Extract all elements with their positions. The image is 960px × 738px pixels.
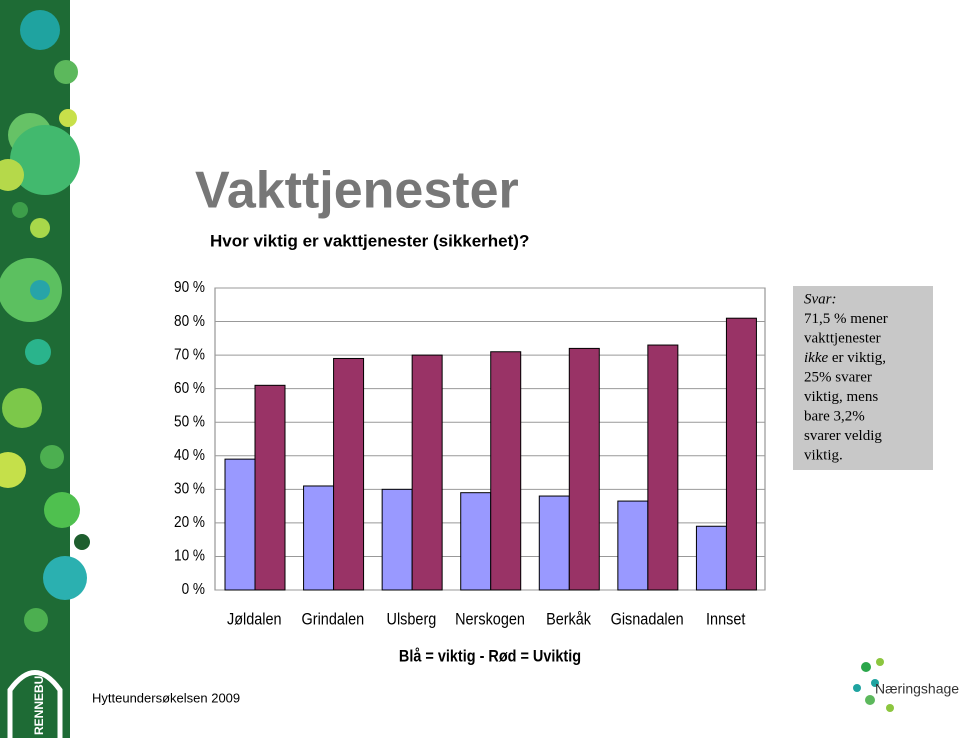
annotation-text: 71,5 % mener <box>804 311 888 327</box>
bar <box>381 488 413 591</box>
footer: Hytteundersøkelsen 2009 <box>92 690 240 705</box>
annotation-text: viktig. <box>804 448 843 464</box>
annotation-line: viktig. <box>804 448 843 464</box>
x-tick-label: Ulsberg <box>387 610 437 628</box>
bar <box>254 384 286 591</box>
y-tick-label: 30 % <box>174 481 205 498</box>
annotation-text: er viktig, <box>828 350 886 366</box>
bar <box>617 500 649 591</box>
decor-circles <box>0 10 90 632</box>
bar <box>568 347 600 591</box>
y-tick-label: 0 % <box>182 581 205 598</box>
annotation-box <box>793 286 933 470</box>
annotation-text: ikke <box>804 350 828 366</box>
bar <box>725 317 757 591</box>
y-tick-label: 80 % <box>174 313 205 330</box>
annotation-line: ikke er viktig, <box>804 350 886 366</box>
logo-left: RENNEBU <box>32 676 46 735</box>
title: Vakttjenester <box>195 162 519 220</box>
bar <box>647 344 679 591</box>
annotation-line: 71,5 % mener <box>804 311 888 327</box>
annotation-text: svarer veldig <box>804 428 882 444</box>
annotation-heading: Svar: <box>804 291 837 307</box>
annotation-line: 25% svarer <box>804 370 872 386</box>
logo-arch <box>7 670 63 738</box>
bar <box>490 351 522 591</box>
y-tick-label: 10 % <box>174 548 205 565</box>
bar <box>303 485 335 591</box>
x-tick-label: Berkåk <box>546 609 591 628</box>
bar <box>224 458 256 591</box>
annotation-text: viktig, mens <box>804 389 878 405</box>
annotation-line: bare 3,2% <box>804 409 865 425</box>
y-tick-label: 70 % <box>174 346 205 363</box>
logo-right: Næringshage <box>853 658 959 712</box>
logo-right-text: Næringshage <box>875 681 959 697</box>
x-tick-label: Gisnadalen <box>611 610 684 628</box>
y-tick-label: 20 % <box>174 514 205 531</box>
bar <box>538 495 570 591</box>
bar <box>695 525 727 591</box>
annotation-text: vakttjenester <box>804 331 881 347</box>
bar <box>411 354 443 591</box>
y-tick-label: 50 % <box>174 414 205 431</box>
annotation-text: bare 3,2% <box>804 409 865 425</box>
x-tick-label: Nerskogen <box>455 610 525 628</box>
x-tick-label: Jøldalen <box>227 610 282 628</box>
note: Blå = viktig - Rød = Uviktig <box>399 646 581 665</box>
bar <box>333 357 365 591</box>
annotation-line: vakttjenester <box>804 331 881 347</box>
annotation-line: viktig, mens <box>804 389 878 405</box>
annotation-text: 25% svarer <box>804 370 872 386</box>
annotation-line: svarer veldig <box>804 428 882 444</box>
x-tick-label: Grindalen <box>302 610 365 628</box>
bar <box>460 492 492 591</box>
subtitle: Hvor viktig er vakttjenester (sikkerhet)… <box>210 231 529 250</box>
y-tick-label: 90 % <box>174 279 205 296</box>
y-tick-label: 40 % <box>174 447 205 464</box>
x-tick-label: Innset <box>706 610 746 628</box>
y-tick-label: 60 % <box>174 380 205 397</box>
